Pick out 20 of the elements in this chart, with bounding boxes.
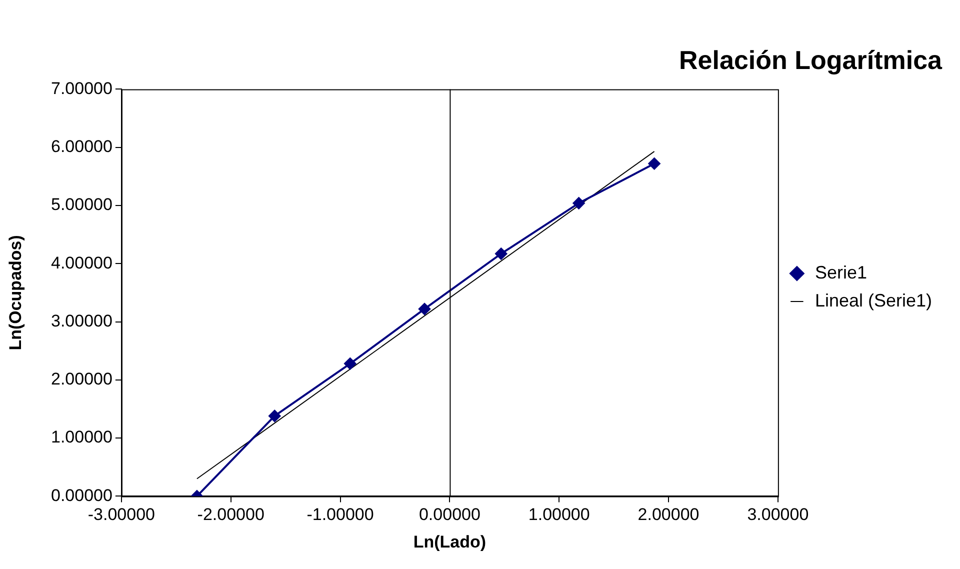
y-axis-title: Ln(Ocupados) [6, 235, 26, 350]
x-tick-label: -3.00000 [88, 505, 156, 524]
y-tick-label: 2.00000 [51, 370, 112, 389]
y-tick-label: 6.00000 [51, 137, 112, 156]
y-tick-label: 7.00000 [51, 78, 112, 98]
x-axis-title: Ln(Lado) [413, 532, 486, 552]
x-tick-label: -1.00000 [306, 505, 374, 524]
x-tick-label: 1.00000 [528, 505, 590, 524]
y-tick-label: 1.00000 [51, 428, 112, 447]
x-tick-label: 3.00000 [747, 505, 809, 524]
x-tick-label: -2.00000 [197, 505, 264, 524]
legend-label: Lineal (Serie1) [814, 290, 932, 310]
x-tick-label: 2.00000 [638, 505, 700, 524]
legend-label: Serie1 [814, 262, 867, 282]
chart-title: Relación Logarítmica [679, 44, 943, 75]
y-tick-label: 3.00000 [51, 311, 112, 330]
x-tick-label: 0.00000 [418, 505, 480, 524]
y-tick-label: 0.00000 [51, 486, 112, 505]
y-tick-label: 5.00000 [51, 195, 112, 214]
y-tick-label: 4.00000 [51, 253, 112, 272]
